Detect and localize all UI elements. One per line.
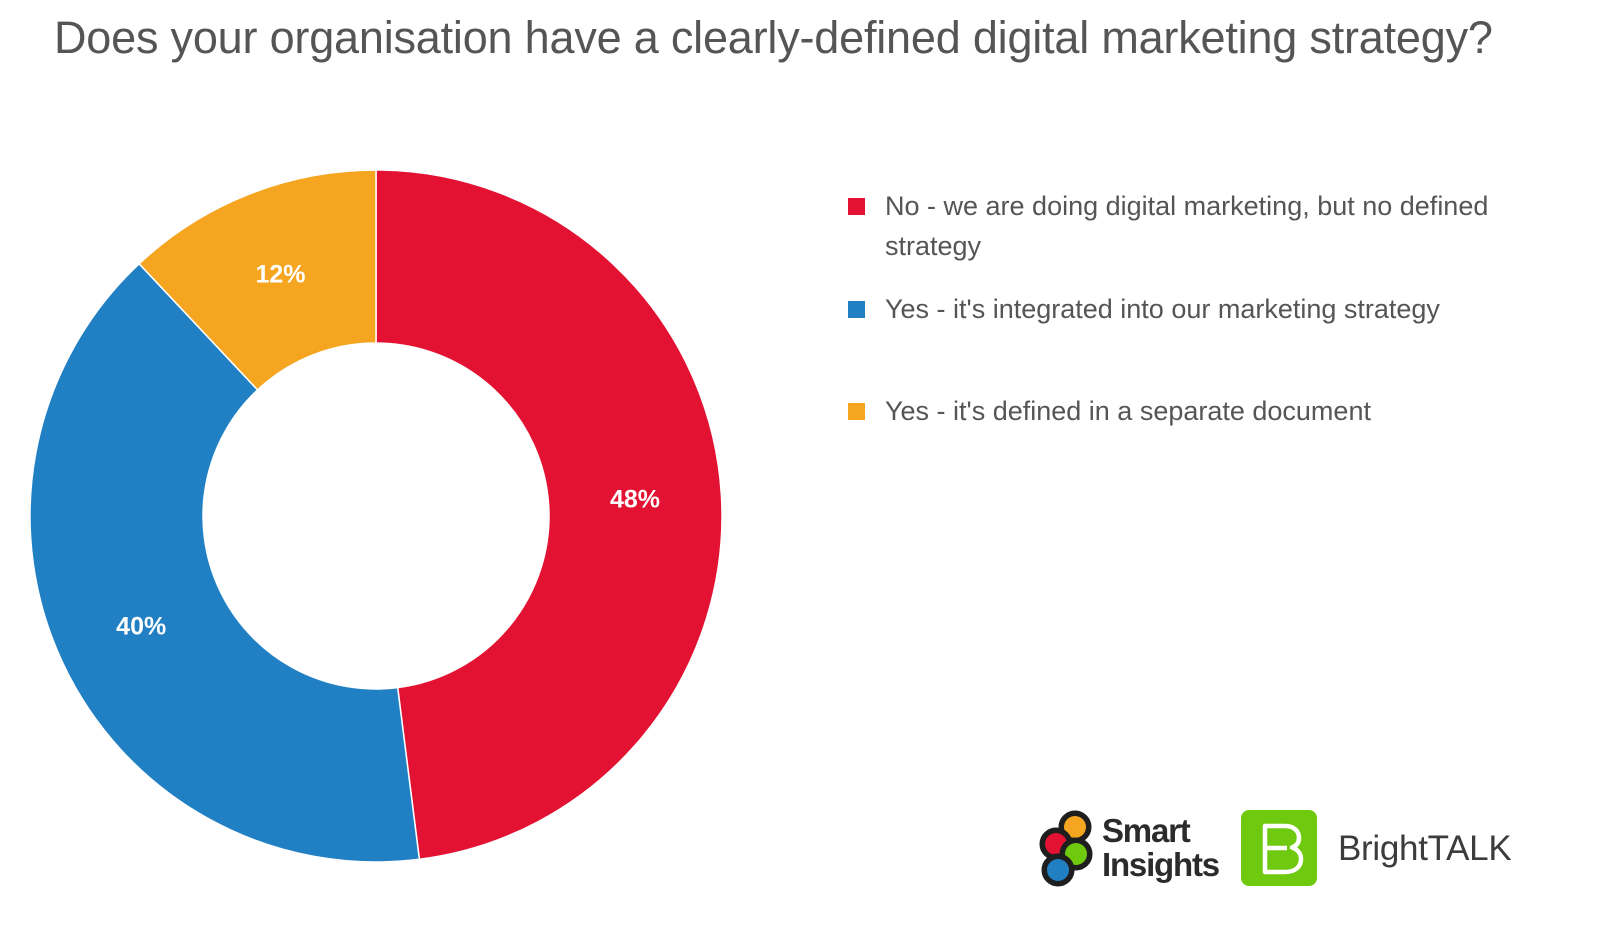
brighttalk-logo: BrightTALK: [1241, 808, 1531, 888]
smart-insights-logo-mark-icon: [1039, 810, 1093, 887]
legend-swatch-orange: [848, 403, 865, 420]
data-label-no-defined-strategy: 48%: [610, 486, 660, 514]
legend-label: Yes - it's defined in a separate documen…: [885, 396, 1371, 426]
legend-swatch-red: [848, 198, 865, 215]
chart-title: Does your organisation have a clearly-de…: [54, 12, 1493, 63]
legend-item-separate-document: Yes - it's defined in a separate documen…: [848, 391, 1578, 431]
smart-insights-logo: Smart Insights: [1036, 808, 1222, 888]
donut-slice-integrated: [29, 262, 421, 863]
legend-label: Yes - it's integrated into our marketing…: [885, 294, 1440, 324]
data-label-separate-document: 12%: [255, 261, 305, 289]
donut-slices: [29, 169, 723, 863]
data-label-integrated: 40%: [116, 612, 166, 640]
donut-slice-separate-document: [138, 169, 377, 391]
smart-insights-logo-line1: Smart: [1102, 812, 1191, 849]
brighttalk-logo-text: BrightTALK: [1338, 829, 1512, 868]
legend-swatch-blue: [848, 301, 865, 318]
legend-item-integrated: Yes - it's integrated into our marketing…: [848, 289, 1578, 329]
donut-slice-labels: 48% 40% 12%: [116, 261, 660, 641]
donut-slice-no-defined-strategy: [375, 169, 723, 861]
brighttalk-logo-mark-icon: [1241, 810, 1317, 886]
chart-legend: No - we are doing digital marketing, but…: [848, 186, 1578, 431]
legend-label: No - we are doing digital marketing, but…: [885, 191, 1489, 261]
smart-insights-logo-line2: Insights: [1102, 846, 1220, 883]
legend-item-no-defined-strategy: No - we are doing digital marketing, but…: [848, 186, 1505, 266]
